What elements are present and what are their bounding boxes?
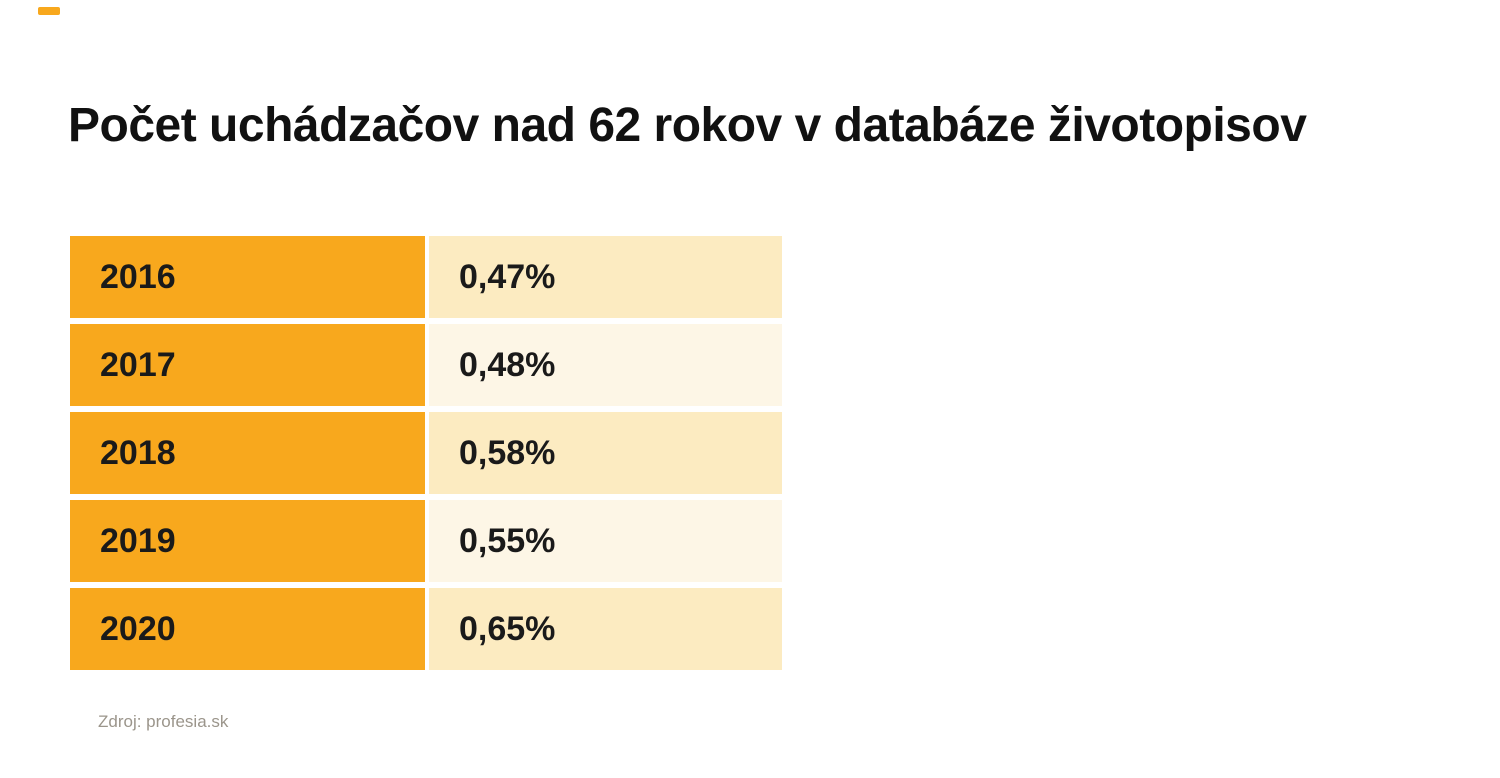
year-cell-2017: 2017 (70, 324, 425, 406)
year-cell-2020: 2020 (70, 588, 425, 670)
data-table: 2016 0,47% 2017 0,48% 2018 0,58% 2019 0,… (70, 236, 782, 670)
year-cell-2016: 2016 (70, 236, 425, 318)
value-cell-2020: 0,65% (429, 588, 782, 670)
value-cell-2018: 0,58% (429, 412, 782, 494)
year-cell-2019: 2019 (70, 500, 425, 582)
brand-accent-dash (38, 7, 60, 15)
value-cell-2017: 0,48% (429, 324, 782, 406)
source-attribution: Zdroj: profesia.sk (98, 712, 229, 731)
page-title: Počet uchádzačov nad 62 rokov v databáze… (68, 99, 1307, 153)
year-cell-2018: 2018 (70, 412, 425, 494)
value-cell-2019: 0,55% (429, 500, 782, 582)
value-cell-2016: 0,47% (429, 236, 782, 318)
